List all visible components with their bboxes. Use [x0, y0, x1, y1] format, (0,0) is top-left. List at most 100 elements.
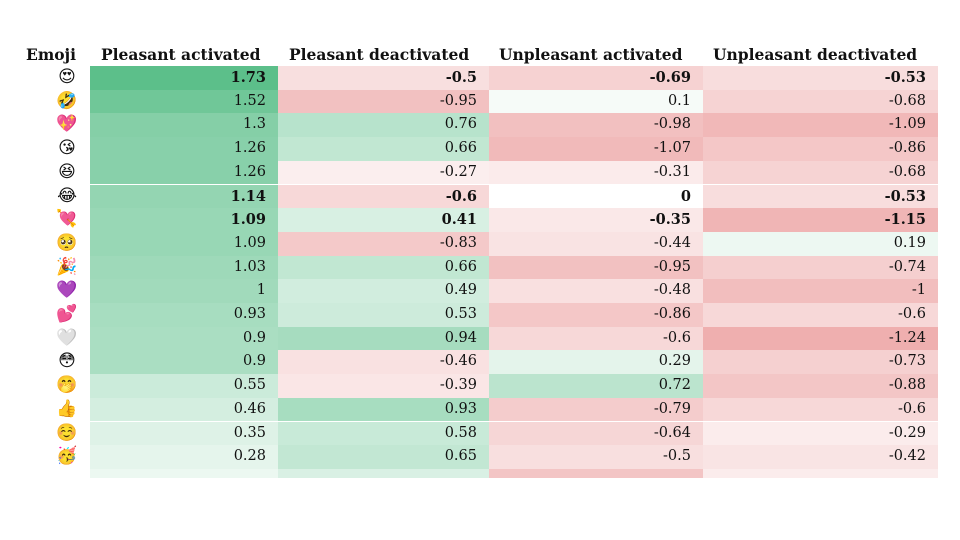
- heatmap-cell-partial: [489, 468, 703, 478]
- heatmap-cell: 0.66: [278, 137, 489, 161]
- table-row: 😆 1.26 -0.27 -0.31 -0.68: [0, 160, 940, 185]
- table-row: 🥳 0.28 0.65 -0.5 -0.42: [0, 445, 940, 469]
- heatmap-cell: -1: [703, 279, 938, 303]
- table-row: 🤭 0.55 -0.39 0.72 -0.88: [0, 374, 940, 398]
- table-row: 😂 1.14 -0.6 0 -0.53: [0, 184, 940, 209]
- heatmap-cell: 1.14: [90, 184, 278, 209]
- table-row: 🎉 1.03 0.66 -0.95 -0.74: [0, 255, 940, 280]
- table-row: 👍 0.46 0.93 -0.79 -0.6: [0, 397, 940, 422]
- emoji-label: 🥺: [56, 232, 78, 253]
- table-row: 🤣 1.52 -0.95 0.1 -0.68: [0, 89, 940, 114]
- emoji-label: 💜: [56, 280, 78, 301]
- emoji-label: 🤣: [56, 90, 78, 111]
- heatmap-cell: -0.42: [703, 445, 938, 469]
- heatmap-cell: 0.94: [278, 326, 489, 351]
- emoji-label: 🤍: [56, 327, 78, 348]
- heatmap-cell: 0.35: [90, 421, 278, 446]
- heatmap-cell: -1.24: [703, 326, 938, 351]
- emoji-label: 😍: [58, 67, 76, 87]
- heatmap-cell: 1.52: [90, 89, 278, 114]
- heatmap-cell: 0.19: [703, 231, 938, 256]
- table-row: 🤍 0.9 0.94 -0.6 -1.24: [0, 326, 940, 351]
- heatmap-cell: -0.86: [703, 137, 938, 161]
- heatmap-cell: -0.73: [703, 350, 938, 375]
- header-pleasant-deactivated: Pleasant deactivated: [289, 45, 470, 64]
- heatmap-cell: -0.68: [703, 89, 938, 114]
- heatmap-cell: 0.55: [90, 374, 278, 398]
- heatmap-cell: -1.07: [489, 137, 703, 161]
- heatmap-cell: 1.03: [90, 255, 278, 280]
- table-row: 💜 1 0.49 -0.48 -1: [0, 279, 940, 303]
- heatmap-cell: 0.93: [278, 397, 489, 422]
- heatmap-cell: -0.6: [278, 184, 489, 209]
- table-row: ☺️ 0.35 0.58 -0.64 -0.29: [0, 421, 940, 446]
- emoji-label: 😳: [58, 351, 76, 372]
- table-row: 💖 1.3 0.76 -0.98 -1.09: [0, 113, 940, 138]
- heatmap-cell: -0.44: [489, 231, 703, 256]
- heatmap-cell: 0.9: [90, 350, 278, 375]
- heatmap-cell-partial: [90, 468, 278, 478]
- emoji-label: ☺️: [56, 422, 78, 443]
- heatmap-cell: 0.9: [90, 326, 278, 351]
- heatmap-cell: 0.58: [278, 421, 489, 446]
- emoji-label: 🎉: [56, 256, 78, 277]
- heatmap-cell: 1.26: [90, 160, 278, 185]
- heatmap-cell: -0.6: [489, 326, 703, 351]
- heatmap-cell: -0.64: [489, 421, 703, 446]
- heatmap-cell: 1.26: [90, 137, 278, 161]
- heatmap-cell: 0.72: [489, 374, 703, 398]
- heatmap-cell-partial: [703, 468, 938, 478]
- heatmap-cell: 0.28: [90, 445, 278, 469]
- table-row-partial: [0, 468, 940, 478]
- heatmap-cell: -0.35: [489, 208, 703, 232]
- header-unpleasant-deactivated: Unpleasant deactivated: [713, 45, 918, 64]
- heatmap-cell: 0: [489, 184, 703, 209]
- heatmap-cell: -0.31: [489, 160, 703, 185]
- heatmap-cell: -0.98: [489, 113, 703, 138]
- header-emoji: Emoji: [26, 45, 77, 64]
- heatmap-cell: -0.53: [703, 66, 938, 90]
- emoji-label: 👍: [56, 398, 78, 419]
- heatmap-cell: -0.39: [278, 374, 489, 398]
- heatmap-cell: -0.29: [703, 421, 938, 446]
- header-pleasant-activated: Pleasant activated: [101, 45, 261, 64]
- heatmap-cell: -0.6: [703, 303, 938, 327]
- emoji-label: 💕: [56, 304, 78, 324]
- heatmap-cell: 0.65: [278, 445, 489, 469]
- emoji-label: 🤭: [56, 375, 78, 396]
- heatmap-cell-partial: [278, 468, 489, 478]
- heatmap-cell: -0.69: [489, 66, 703, 90]
- emoji-label: 💘: [56, 209, 78, 230]
- heatmap-cell: 0.66: [278, 255, 489, 280]
- heatmap-cell: -0.83: [278, 231, 489, 256]
- heatmap-cell: -1.09: [703, 113, 938, 138]
- heatmap-cell: -0.53: [703, 184, 938, 209]
- heatmap-cell: 1: [90, 279, 278, 303]
- heatmap-cell: -0.5: [278, 66, 489, 90]
- emoji-label: 🥳: [56, 446, 78, 467]
- heatmap-cell: -0.74: [703, 255, 938, 280]
- heatmap-cell: -0.5: [489, 445, 703, 469]
- heatmap-cell: -0.27: [278, 160, 489, 185]
- table-row: 😍 1.73 -0.5 -0.69 -0.53: [0, 66, 940, 90]
- emoji-label: 😆: [58, 161, 76, 182]
- heatmap-cell: -0.6: [703, 397, 938, 422]
- heatmap-cell: 0.29: [489, 350, 703, 375]
- heatmap-cell: 0.93: [90, 303, 278, 327]
- emoji-label: 😂: [57, 185, 77, 206]
- heatmap-cell: -0.46: [278, 350, 489, 375]
- heatmap-cell: -1.15: [703, 208, 938, 232]
- heatmap-cell: 0.1: [489, 89, 703, 114]
- heatmap-cell: 1.09: [90, 231, 278, 256]
- heatmap-cell: 0.76: [278, 113, 489, 138]
- heatmap-cell: 0.49: [278, 279, 489, 303]
- heatmap-cell: -0.88: [703, 374, 938, 398]
- table-row: 🥺 1.09 -0.83 -0.44 0.19: [0, 231, 940, 256]
- heatmap-cell: -0.95: [489, 255, 703, 280]
- table-row: 😳 0.9 -0.46 0.29 -0.73: [0, 350, 940, 375]
- heatmap-cell: 0.41: [278, 208, 489, 232]
- emoji-label: 😘: [58, 138, 76, 159]
- table-row: 😘 1.26 0.66 -1.07 -0.86: [0, 137, 940, 161]
- heatmap-cell: 0.46: [90, 397, 278, 422]
- heatmap-cell: -0.48: [489, 279, 703, 303]
